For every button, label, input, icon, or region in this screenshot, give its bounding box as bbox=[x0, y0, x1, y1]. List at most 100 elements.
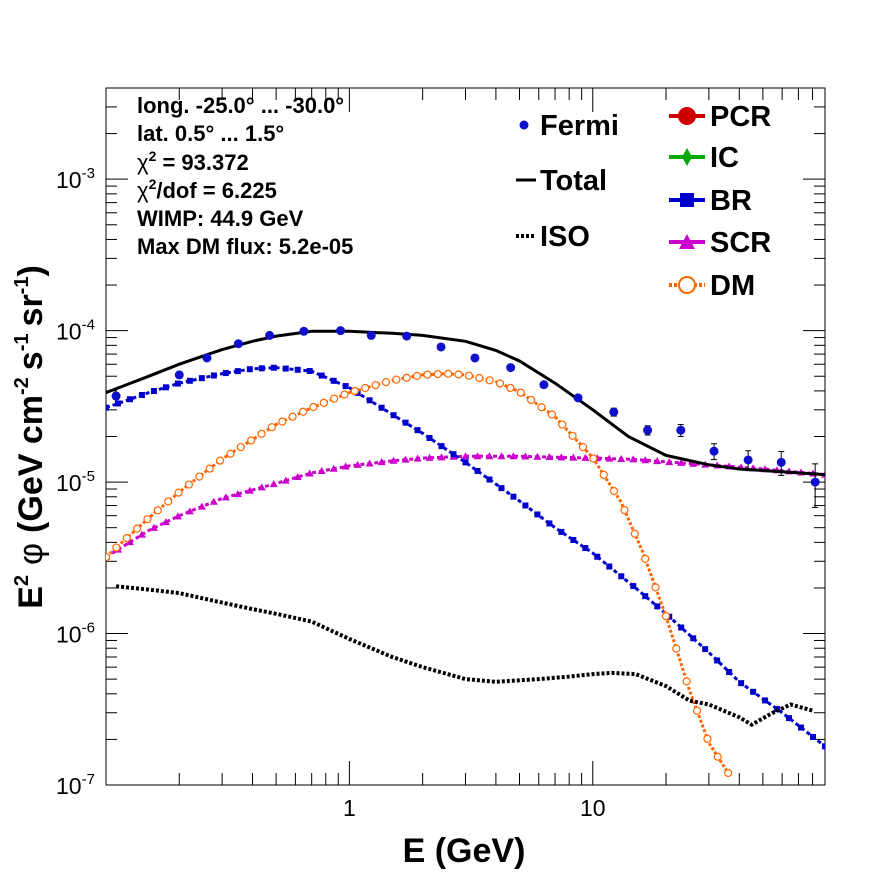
dm-marker bbox=[433, 370, 442, 379]
br-marker bbox=[630, 583, 637, 590]
fermi-point bbox=[506, 363, 516, 373]
br-marker bbox=[462, 459, 469, 466]
dm-marker bbox=[309, 402, 318, 412]
br-marker bbox=[570, 536, 577, 543]
legend-label-ic: IC bbox=[710, 142, 739, 174]
legend-label-fermi: Fermi bbox=[540, 110, 619, 142]
dm-marker bbox=[133, 524, 142, 533]
info-chi2: χ2 = 93.372 bbox=[137, 148, 249, 175]
fermi-point bbox=[265, 330, 275, 340]
dm-marker bbox=[537, 403, 546, 412]
br-marker bbox=[414, 427, 421, 434]
info-max-dm-flux: Max DM flux: 5.2e-05 bbox=[137, 234, 353, 259]
scr-marker bbox=[629, 455, 638, 463]
y-title-e-exp: 2 bbox=[11, 575, 33, 586]
br-marker bbox=[330, 377, 337, 384]
iso-curve bbox=[115, 584, 814, 728]
dm-marker bbox=[112, 543, 121, 552]
fermi-point bbox=[776, 457, 786, 467]
br-marker bbox=[402, 419, 409, 426]
scr-marker bbox=[677, 458, 686, 466]
scr-marker bbox=[569, 453, 578, 461]
y-title-sr-exp: -1 bbox=[11, 277, 33, 295]
legend-label-pcr: PCR bbox=[710, 101, 771, 133]
scr-marker bbox=[605, 454, 614, 462]
fermi-point bbox=[573, 393, 583, 403]
scr-marker bbox=[521, 452, 530, 460]
scr-marker bbox=[377, 458, 386, 466]
dm-marker bbox=[288, 412, 297, 421]
br-marker bbox=[810, 733, 817, 740]
br-marker bbox=[594, 553, 601, 560]
dm-marker bbox=[495, 379, 505, 388]
dm-marker bbox=[195, 472, 204, 481]
scr-marker bbox=[617, 455, 626, 463]
dm-marker bbox=[257, 429, 266, 438]
total-curve bbox=[106, 329, 825, 477]
br-marker bbox=[450, 451, 457, 458]
y-tick-mantissa: 10 bbox=[56, 167, 82, 193]
br-marker bbox=[474, 467, 481, 474]
dm-marker bbox=[423, 370, 432, 379]
dm-marker bbox=[143, 515, 152, 524]
dm-marker bbox=[682, 677, 691, 686]
legend-right: PCR IC BR SCR DM bbox=[669, 101, 771, 302]
y-tick-mantissa: 10 bbox=[56, 773, 82, 799]
scr-marker bbox=[317, 467, 326, 475]
br-marker bbox=[294, 366, 301, 373]
dm-marker bbox=[609, 486, 619, 496]
dm-marker bbox=[672, 644, 681, 653]
legend-left: Fermi Total ISO bbox=[516, 110, 619, 253]
scr-marker bbox=[401, 455, 410, 463]
scr-marker bbox=[497, 452, 506, 460]
scr-marker bbox=[665, 458, 674, 466]
scr-marker bbox=[233, 490, 242, 498]
dm-marker bbox=[651, 583, 660, 592]
legend-label-scr: SCR bbox=[710, 227, 771, 259]
fermi-point bbox=[709, 446, 719, 456]
br-marker bbox=[318, 372, 325, 379]
scr-marker bbox=[149, 523, 158, 531]
br-marker bbox=[234, 368, 241, 375]
info-block: long. -25.0° ... -30.0° lat. 0.5° ... 1.… bbox=[137, 93, 353, 259]
scr-marker bbox=[353, 460, 362, 468]
chi-exponent: 2 bbox=[149, 148, 157, 164]
br-marker bbox=[186, 377, 193, 384]
br-marker bbox=[786, 715, 793, 722]
dm-marker bbox=[630, 529, 639, 538]
br-marker bbox=[198, 375, 205, 382]
fermi-point bbox=[299, 326, 309, 336]
pcr-legend-marker bbox=[678, 107, 696, 125]
br-marker bbox=[762, 697, 769, 704]
chi2-dof-value: /dof = 6.225 bbox=[156, 178, 276, 203]
scr-marker bbox=[329, 464, 338, 472]
dm-marker bbox=[578, 442, 588, 452]
scr-marker bbox=[389, 456, 398, 464]
scr-marker bbox=[173, 512, 182, 520]
y-tick-label: 10-4 bbox=[56, 317, 95, 345]
br-marker bbox=[366, 397, 373, 404]
x-tick-label: 1 bbox=[343, 795, 356, 821]
dm-marker bbox=[392, 375, 401, 384]
dm-marker bbox=[547, 410, 556, 419]
info-latitude: lat. 0.5° ... 1.5° bbox=[137, 121, 284, 146]
legend-label-br: BR bbox=[710, 185, 752, 217]
dm-marker bbox=[164, 497, 173, 506]
dm-marker bbox=[558, 420, 567, 429]
legend-label-iso: ISO bbox=[540, 221, 590, 253]
fermi-point bbox=[202, 353, 212, 363]
dm-marker bbox=[485, 376, 494, 385]
fermi-point bbox=[111, 391, 121, 401]
dm-marker bbox=[350, 386, 359, 396]
dm-marker bbox=[205, 464, 214, 473]
dm-marker bbox=[620, 505, 629, 515]
y-title-cm-exp: -2 bbox=[11, 377, 33, 395]
fermi-point bbox=[743, 455, 753, 465]
chi-symbol: χ bbox=[137, 178, 149, 203]
dm-marker bbox=[475, 373, 484, 383]
scr-marker bbox=[581, 453, 590, 461]
br-marker bbox=[174, 380, 181, 387]
br-marker bbox=[534, 511, 541, 518]
br-marker bbox=[106, 404, 109, 411]
